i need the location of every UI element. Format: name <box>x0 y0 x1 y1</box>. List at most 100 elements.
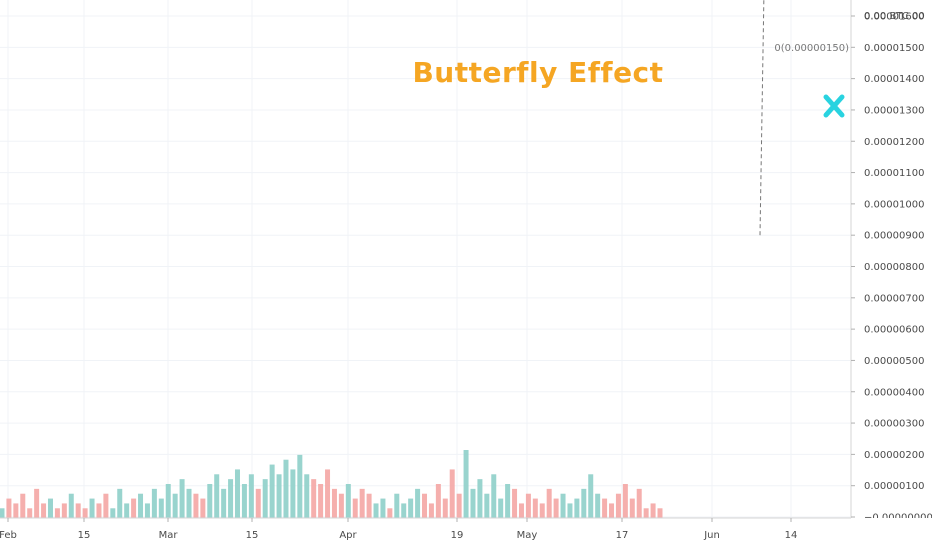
volume-bar <box>110 508 116 518</box>
volume-bar <box>560 493 566 518</box>
volume-bar <box>422 493 428 518</box>
y-tick-label: 0.00001600 <box>864 12 924 23</box>
x-tick-label: 14 <box>785 530 798 541</box>
volume-bar <box>518 503 524 518</box>
y-tick-label: 0.00000400 <box>864 387 924 398</box>
y-tick-label: 0.00000600 <box>864 325 924 336</box>
volume-bar <box>602 498 608 518</box>
volume-bar <box>89 498 95 518</box>
volume-bar <box>539 503 545 518</box>
x-tick-label: May <box>517 530 538 541</box>
volume-bar <box>574 498 580 518</box>
volume-bar <box>214 474 220 518</box>
chart-title: Butterfly Effect <box>412 56 663 89</box>
volume-bar <box>290 469 296 518</box>
x-tick-label: 17 <box>616 530 629 541</box>
volume-bar <box>269 464 275 518</box>
volume-bar <box>200 498 206 518</box>
volume-bar <box>650 503 656 518</box>
x-tick-label: 15 <box>246 530 259 541</box>
y-tick-label: 0.00001000 <box>864 199 924 210</box>
volume-bar <box>408 498 414 518</box>
volume-bar <box>477 479 483 518</box>
gridlines <box>0 0 850 518</box>
volume-bar <box>588 474 594 518</box>
volume-bar <box>13 503 19 518</box>
y-tick-label: 0.00000300 <box>864 419 924 430</box>
volume-bar <box>325 469 331 518</box>
y-axis: 0.00 BTC 000.00001600 0.00001500 0.0000140… <box>850 0 932 550</box>
x-tick-label: Feb <box>0 530 17 541</box>
volume-bar <box>54 508 60 518</box>
volume-bar <box>68 493 74 518</box>
volume-bar <box>442 498 448 518</box>
volume-bar <box>657 508 663 518</box>
volume-bar <box>380 498 386 518</box>
volume-bar <box>484 493 490 518</box>
volume-bar <box>435 484 441 518</box>
y-axis-bg <box>851 0 932 550</box>
volume-bar <box>463 450 469 518</box>
volume-bar <box>359 488 365 518</box>
volume-bar <box>221 488 227 518</box>
close-x-icon[interactable] <box>823 94 845 118</box>
x-axis: Feb 15 Mar 15 Apr 19 May 17 Jun 14 <box>0 517 932 550</box>
x-tick-label: Apr <box>339 530 357 541</box>
y-tick-label: 0.00001300 <box>864 105 924 116</box>
volume-bars <box>0 450 663 518</box>
volume-bar <box>41 503 47 518</box>
volume-bar <box>345 484 351 518</box>
y-tick-label: 0.00001200 <box>864 137 924 148</box>
volume-bar <box>27 508 33 518</box>
x-tick-label: Jun <box>703 530 720 541</box>
volume-bar <box>609 503 615 518</box>
volume-bar <box>144 503 150 518</box>
volume-bar <box>567 503 573 518</box>
volume-bar <box>207 484 213 518</box>
volume-bar <box>449 469 455 518</box>
volume-bar <box>318 484 324 518</box>
volume-bar <box>470 488 476 518</box>
volume-bar <box>505 484 511 518</box>
volume-bar <box>401 503 407 518</box>
volume-bar <box>636 488 642 518</box>
volume-bar <box>248 474 254 518</box>
volume-bar <box>20 493 26 518</box>
volume-bar <box>165 484 171 518</box>
volume-bar <box>82 508 88 518</box>
volume-bar <box>629 498 635 518</box>
volume-bar <box>498 498 504 518</box>
volume-bar <box>394 493 400 518</box>
y-tick-label: 0.00001500 <box>864 43 924 54</box>
volume-bar <box>61 503 67 518</box>
volume-bar <box>622 484 628 518</box>
volume-bar <box>151 488 157 518</box>
volume-bar <box>643 508 649 518</box>
y-tick-label: 0.00000200 <box>864 450 924 461</box>
volume-bar <box>179 479 185 518</box>
fib-label: 0(0.00000150) <box>774 43 849 54</box>
volume-bar <box>255 488 261 518</box>
volume-bar <box>615 493 621 518</box>
volume-bar <box>117 488 123 518</box>
volume-bar <box>387 508 393 518</box>
volume-bar <box>373 503 379 518</box>
volume-bar <box>525 493 531 518</box>
volume-bar <box>456 493 462 518</box>
y-tick-label: 0.00000800 <box>864 262 924 273</box>
volume-bar <box>331 488 337 518</box>
y-axis-header: 0.00 BTC 00 <box>864 11 925 22</box>
x-axis-bg <box>0 518 932 550</box>
volume-bar <box>131 498 137 518</box>
volume-bar <box>415 488 421 518</box>
close-x-stroke <box>823 94 845 118</box>
volume-bar <box>124 503 130 518</box>
volume-bar <box>276 474 282 518</box>
volume-bar <box>47 498 53 518</box>
x-tick-label: Mar <box>159 530 179 541</box>
y-tick-label: 0.00000900 <box>864 231 924 242</box>
volume-bar <box>338 493 344 518</box>
x-tick-label: 19 <box>451 530 464 541</box>
